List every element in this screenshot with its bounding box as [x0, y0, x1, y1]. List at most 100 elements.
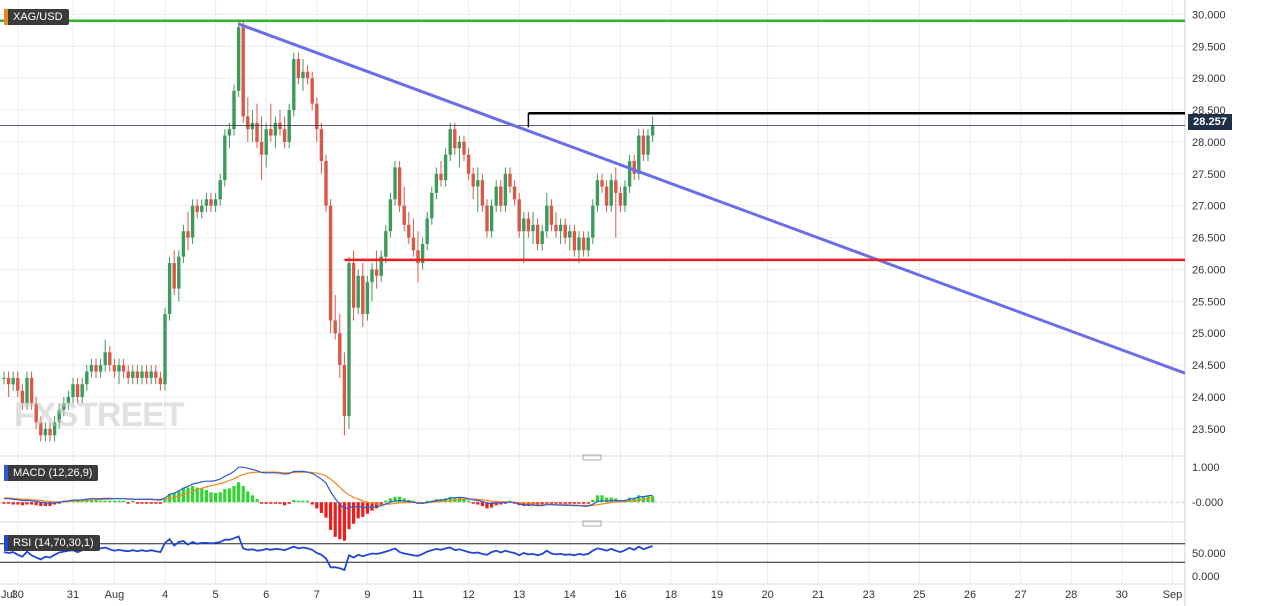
macd-histogram-bar: [398, 496, 402, 503]
macd-histogram-bar: [287, 502, 291, 504]
macd-histogram-bar: [131, 500, 135, 503]
macd-histogram-bar: [393, 496, 397, 503]
macd-histogram-bar: [191, 486, 195, 503]
macd-label: MACD (12,26,9): [13, 467, 93, 479]
macd-histogram-bar: [135, 502, 139, 504]
candle-body: [144, 371, 149, 378]
x-axis-tick-label: 21: [812, 589, 824, 601]
candle-body: [374, 269, 379, 276]
x-axis-tick-label: 12: [462, 589, 474, 601]
symbol-swatch: [4, 9, 8, 25]
candle-body: [512, 186, 517, 200]
price-axis-tick-label: 29.500: [1192, 41, 1226, 53]
macd-histogram-bar: [57, 502, 61, 504]
candle-body: [89, 365, 94, 372]
macd-histogram-bar: [48, 502, 52, 507]
x-axis-tick-label: 19: [711, 589, 723, 601]
candle-body: [66, 396, 71, 404]
macd-histogram-bar: [108, 500, 112, 503]
candle-body: [503, 173, 508, 206]
candle-body: [269, 129, 273, 136]
macd-histogram-bar: [7, 502, 11, 504]
candle-body: [149, 371, 153, 378]
price-axis-tick-label: 30.000: [1192, 9, 1226, 21]
candle-body: [16, 377, 20, 391]
macd-histogram-bar: [154, 502, 158, 504]
candle-body: [126, 371, 130, 378]
candle-body: [315, 103, 319, 130]
macd-histogram-bar: [319, 502, 323, 513]
candle-body: [305, 71, 310, 79]
macd-histogram-bar: [476, 502, 480, 505]
candle-body: [535, 224, 540, 244]
macd-histogram-bar: [25, 502, 29, 505]
candle-body: [531, 224, 535, 232]
macd-histogram-bar: [241, 486, 245, 503]
x-axis-tick-label: Sep: [1163, 589, 1183, 601]
candle-body: [328, 205, 333, 321]
candle-body: [94, 365, 98, 372]
candle-body: [558, 224, 563, 232]
macd-histogram-bar: [11, 502, 15, 505]
candle-body: [568, 231, 572, 238]
candle-body: [333, 320, 337, 334]
candle-body: [411, 237, 416, 251]
macd-histogram-bar: [195, 487, 199, 503]
candle-body: [425, 218, 429, 244]
macd-histogram-bar: [554, 502, 558, 504]
macd-histogram-bar: [338, 502, 342, 540]
x-axis-tick-label: 5: [213, 589, 219, 601]
macd-histogram-bar: [89, 499, 93, 503]
candle-body: [517, 199, 521, 232]
candle-body: [117, 365, 121, 372]
candle-body: [549, 205, 554, 225]
candle-body: [347, 263, 351, 417]
macd-histogram-bar: [209, 492, 213, 503]
price-axis-tick-label: 24.500: [1192, 360, 1226, 372]
macd-histogram-bar: [559, 502, 563, 504]
candle-body: [623, 186, 627, 206]
macd-histogram-bar: [347, 502, 351, 530]
price-axis-tick-label: 25.000: [1192, 328, 1226, 340]
macd-histogram-bar: [605, 497, 609, 503]
macd-histogram-bar: [214, 492, 218, 503]
x-axis-tick-label: 7: [314, 589, 320, 601]
macd-histogram-bar: [490, 502, 494, 508]
candle-body: [430, 192, 434, 219]
macd-histogram-bar: [549, 502, 553, 504]
candle-body: [310, 78, 314, 104]
macd-histogram-bar: [586, 502, 590, 504]
rsi-axis-tick-label: 50.000: [1192, 548, 1226, 560]
macd-histogram-bar: [572, 502, 576, 504]
macd-histogram-bar: [467, 500, 471, 503]
price-axis-tick-label: 24.000: [1192, 392, 1226, 404]
macd-histogram-bar: [352, 502, 356, 524]
candle-body: [71, 384, 75, 397]
macd-histogram-bar: [2, 502, 6, 504]
macd-histogram-bar: [250, 495, 254, 503]
macd-histogram-bar: [651, 496, 655, 503]
candle-body: [407, 224, 411, 238]
candle-body: [370, 269, 374, 283]
rsi-line: [3, 535, 653, 572]
macd-histogram-bar: [122, 500, 126, 503]
candle-body: [480, 180, 485, 206]
descending-trendline: [238, 22, 1186, 375]
candle-body: [338, 333, 342, 366]
candle-body: [140, 371, 144, 378]
candle-body: [466, 154, 471, 174]
x-axis-tick-label: 30: [12, 589, 24, 601]
candle-body: [57, 409, 61, 423]
symbol-label: XAG/USD: [13, 11, 63, 23]
macd-histogram-bar: [632, 497, 636, 503]
candle-body: [108, 352, 112, 366]
macd-histogram-bar: [503, 502, 507, 504]
macd-histogram-bar: [149, 502, 153, 504]
macd-histogram-bar: [301, 500, 305, 503]
macd-histogram-bar: [306, 500, 310, 503]
candle-body: [29, 377, 34, 404]
candle-body: [25, 377, 29, 404]
candle-body: [595, 180, 600, 206]
candle-body: [600, 180, 604, 187]
candle-body: [586, 237, 590, 251]
